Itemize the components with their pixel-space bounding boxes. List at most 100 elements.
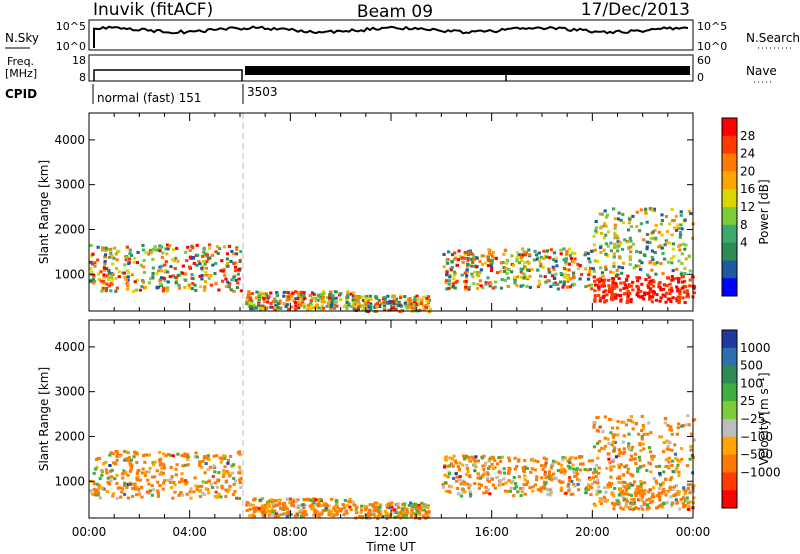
range-gate-cell [394,298,398,302]
range-gate-cell [468,475,472,479]
range-gate-cell [89,260,93,264]
range-gate-cell [150,475,155,479]
range-gate-cell [109,475,113,479]
xaxis-title: Time UT [365,540,416,554]
range-gate-cell [568,253,573,257]
range-gate-cell [599,502,604,506]
range-gate-cell [476,472,480,476]
range-gate-cell [578,468,583,472]
range-gate-cell [465,270,469,274]
range-gate-cell [612,448,616,452]
range-gate-cell [473,462,477,466]
range-gate-cell [297,504,301,508]
range-gate-cell [612,271,616,275]
range-gate-cell [537,279,541,283]
range-gate-cell [250,299,254,303]
range-gate-cell [419,302,424,306]
range-gate-cell [548,488,552,492]
range-gate-cell [369,307,373,311]
range-gate-cell [245,302,249,306]
range-gate-cell [645,245,649,249]
range-gate-cell [625,301,629,305]
range-gate-cell [174,279,179,283]
range-gate-cell [130,273,134,277]
range-gate-cell [645,240,649,244]
range-gate-cell [649,431,653,435]
range-gate-cell [686,501,690,505]
range-gate-cell [124,470,128,474]
range-gate-cell [619,218,623,222]
range-gate-cell [102,280,106,284]
colorbar-tick-label: −500 [740,448,773,462]
range-gate-cell [493,280,498,284]
range-gate-cell [568,285,572,289]
range-gate-cell [164,269,168,273]
range-gate-cell [105,471,109,475]
range-gate-cell [365,297,369,301]
range-gate-cell [598,299,602,303]
colorbar-swatch [722,118,737,137]
range-gate-cell [188,249,192,253]
range-gate-cell [301,503,305,507]
range-gate-cell [688,284,692,288]
range-gate-cell [562,280,566,284]
range-gate-cell [681,286,685,290]
range-gate-cell [227,488,231,492]
range-gate-cell [378,503,383,507]
range-gate-cell [603,209,607,213]
range-gate-cell [541,467,545,471]
range-gate-cell [359,510,363,514]
range-gate-cell [640,434,644,438]
range-gate-cell [673,494,677,498]
range-gate-cell [676,279,681,283]
range-gate-cell [441,482,445,486]
range-gate-cell [626,274,630,278]
range-gate-cell [347,302,351,306]
range-gate-cell [613,231,617,235]
range-gate-cell [660,213,664,217]
range-gate-cell [600,446,604,450]
range-gate-cell [464,281,468,285]
range-gate-cell [342,513,346,517]
range-gate-cell [604,224,608,228]
range-gate-cell [420,298,424,302]
range-gate-cell [609,270,613,274]
range-gate-cell [629,493,634,497]
range-gate-cell [332,514,336,518]
range-gate-cell [506,276,510,280]
range-gate-cell [320,297,324,301]
range-gate-cell [295,513,299,517]
range-gate-cell [676,226,681,230]
range-gate-cell [546,487,550,491]
range-gate-cell [612,507,616,511]
range-gate-cell [151,266,155,270]
range-gate-cell [174,467,178,471]
range-gate-cell [90,492,94,496]
range-gate-cell [424,306,428,310]
range-gate-cell [224,277,228,281]
range-gate-cell [586,483,591,487]
range-gate-cell [316,498,320,502]
range-gate-cell [96,258,100,262]
range-gate-cell [674,484,679,488]
range-gate-cell [161,462,165,466]
range-gate-cell [302,291,306,295]
range-gate-cell [648,207,652,211]
range-gate-cell [539,264,543,268]
range-gate-cell [234,278,238,282]
range-gate-cell [476,459,480,463]
range-gate-cell [202,456,206,460]
range-gate-cell [180,478,184,482]
range-gate-cell [586,488,591,492]
range-gate-cell [216,251,220,255]
range-gate-cell [120,487,125,491]
range-gate-cell [247,502,252,506]
range-gate-cell [639,479,643,483]
colorbar-tick-label: 1000 [740,341,771,355]
range-gate-cell [321,306,326,310]
range-gate-cell [455,279,459,283]
range-gate-cell [648,294,652,298]
range-gate-cell [135,476,139,480]
range-gate-cell [467,486,471,490]
range-gate-cell [622,420,626,424]
